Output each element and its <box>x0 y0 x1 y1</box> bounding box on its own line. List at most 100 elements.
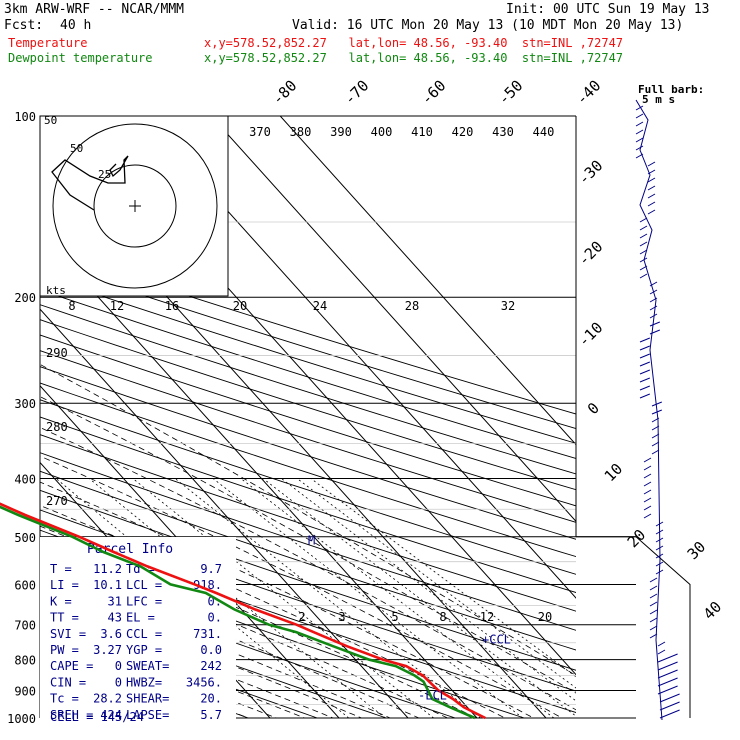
isotherm-label: 10 <box>601 460 627 486</box>
parcel-field: SREH = <box>50 708 93 722</box>
wind-barb <box>639 217 648 223</box>
wind-barb <box>643 497 652 503</box>
parcel-field: EL = <box>126 611 155 625</box>
wind-barb <box>649 313 658 319</box>
wind-barb <box>651 433 660 439</box>
theta-label: 380 <box>290 125 312 139</box>
parcel-field: 20. <box>200 692 222 706</box>
moist-adiabat-line <box>40 602 335 718</box>
parcel-field: 0 <box>115 675 122 689</box>
level-marker-CCL: +CCL <box>482 632 511 646</box>
wind-barb <box>647 185 656 191</box>
wind-barb <box>649 297 658 303</box>
hodograph-ring-inner <box>93 164 177 248</box>
wind-barb <box>643 505 652 511</box>
parcel-field: LI = <box>50 578 79 592</box>
theta-label-left: 280 <box>46 420 68 434</box>
wind-barb <box>651 409 662 415</box>
wind-barb <box>639 265 648 271</box>
mixing-ratio-label: 24 <box>313 299 327 313</box>
mixing-ratio-label-lower: 12 <box>480 610 494 624</box>
wind-barb <box>657 649 666 655</box>
dry-adiabat-line <box>40 594 388 718</box>
dry-adiabat-line <box>40 434 576 612</box>
parcel-field: PW = <box>50 643 79 657</box>
wind-barb <box>639 249 648 255</box>
moist-adiabat-line <box>40 363 576 676</box>
wind-barb <box>651 401 662 407</box>
wind-barb <box>639 233 648 239</box>
wind-barb <box>639 337 650 343</box>
pressure-tick-label: 200 <box>14 291 36 305</box>
dry-adiabat-line <box>40 452 576 631</box>
isotherm-label: -20 <box>575 238 607 270</box>
theta-label: 410 <box>411 125 433 139</box>
theta-label: 430 <box>492 125 514 139</box>
isotherm-label: -80 <box>269 77 301 109</box>
parcel-field: CIN = <box>50 675 86 689</box>
wind-barb <box>659 693 680 703</box>
parcel-field: 3.6 <box>100 627 122 641</box>
moist-adiabat-line <box>40 396 576 694</box>
wind-barb <box>647 209 656 215</box>
wind-barb <box>647 161 656 167</box>
hodograph-ring-label: 50 <box>44 114 57 127</box>
dewpoint-series-line <box>0 505 476 720</box>
wind-barb <box>639 377 650 383</box>
wind-barb <box>655 529 664 535</box>
wind-barb <box>649 585 658 591</box>
parcel-field: YGP = <box>126 643 162 657</box>
wind-barb <box>639 257 648 263</box>
dewpoint-legend: Dewpoint temperature <box>8 51 153 65</box>
theta-label-left: 270 <box>46 494 68 508</box>
parcel-field: 3.27 <box>93 643 122 657</box>
wind-barb <box>649 289 658 295</box>
wind-barb <box>639 353 650 359</box>
isotherm-line <box>210 116 576 523</box>
wind-barb <box>635 113 644 119</box>
wind-barb <box>635 153 644 159</box>
parcel-box <box>40 537 236 720</box>
wind-barb <box>639 225 648 231</box>
wind-barb <box>655 569 664 575</box>
wind-barb <box>647 177 656 183</box>
pressure-tick-label: 900 <box>14 684 36 698</box>
wind-barb <box>643 481 652 487</box>
temperature-series-line <box>0 502 486 720</box>
wind-barb <box>649 281 658 287</box>
wind-barb <box>643 513 652 519</box>
wind-barb <box>651 425 660 431</box>
wind-barb <box>657 661 678 671</box>
dewpoint-location: x,y=578.52,852.27 lat,lon= 48.56, -93.40… <box>204 51 624 65</box>
parcel-field: 43 <box>108 611 122 625</box>
wind-barb <box>635 145 644 151</box>
wind-barb <box>643 465 652 471</box>
dry-adiabat-line <box>40 289 576 459</box>
theta-label: 400 <box>371 125 393 139</box>
wind-barb <box>655 545 664 551</box>
parcel-field: K = <box>50 594 72 608</box>
level-marker-M: M <box>308 533 315 547</box>
wind-barb <box>635 105 644 111</box>
hodograph: 50 50 25 kts <box>39 114 229 297</box>
dry-adiabat-line <box>40 247 576 415</box>
wind-barb <box>657 641 666 647</box>
theta-label: 440 <box>533 125 555 139</box>
mixing-ratio-label-lower: 2 <box>298 610 305 624</box>
wind-barb <box>657 677 678 687</box>
wind-barb <box>635 129 644 135</box>
parcel-field: 0. <box>208 594 222 608</box>
hodograph-ring-outer <box>52 123 218 289</box>
wind-barb <box>643 457 652 463</box>
moist-adiabat-line <box>40 561 420 718</box>
parcel-field: HWBZ= <box>126 675 162 689</box>
wind-barb <box>635 121 644 127</box>
parcel-field: 731. <box>193 627 222 641</box>
mixing-ratio-label-lower: 20 <box>538 610 552 624</box>
dry-adiabat-line <box>40 350 576 523</box>
moist-adiabat-line <box>40 504 506 718</box>
parcel-field: LFC = <box>126 594 162 608</box>
parcel-field: SVI = <box>50 627 86 641</box>
full-barb-label: Full barb: <box>638 83 704 96</box>
wind-barb <box>655 561 664 567</box>
